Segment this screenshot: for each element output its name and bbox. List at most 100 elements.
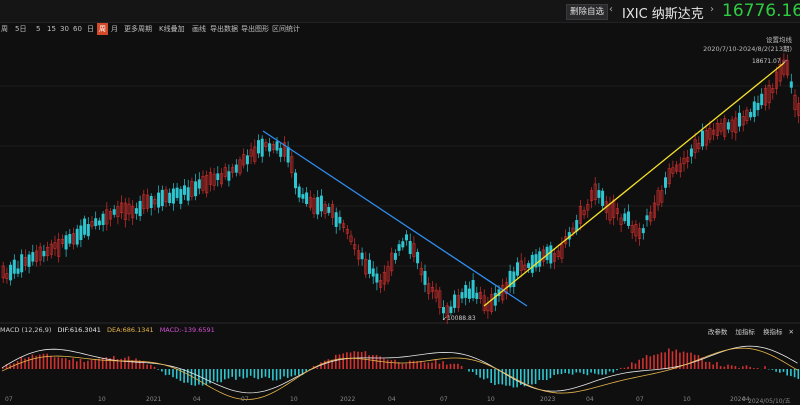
export-data-button[interactable]: 导出数据 (209, 23, 239, 35)
macd-bar (490, 369, 492, 383)
macd-bar (653, 355, 655, 369)
macd-bar (594, 369, 596, 374)
candle-body (442, 307, 444, 313)
candle-body (550, 246, 552, 263)
x-axis-label: 2021 (146, 396, 161, 403)
range-stats-button[interactable]: 区间统计 (271, 23, 301, 35)
candle-body (405, 235, 407, 240)
candle-body (472, 280, 474, 298)
macd-bar (391, 360, 393, 369)
candle-body (468, 289, 470, 299)
candle-body (69, 234, 71, 243)
macd-bar (428, 363, 430, 369)
toolbar-item[interactable]: 5 (35, 23, 41, 35)
prev-arrow-icon[interactable]: ‹ (609, 4, 613, 15)
macd-bar (368, 355, 370, 369)
macd-bar (24, 359, 26, 369)
macd-bar (609, 369, 611, 371)
macd-bar (317, 367, 319, 369)
candle-body (276, 142, 278, 151)
macd-bar (764, 366, 766, 369)
macd-bar (365, 351, 367, 369)
macd-bar (183, 369, 185, 383)
macd-bar (583, 369, 585, 374)
macd-bar (483, 369, 485, 379)
macd-bar (442, 361, 444, 369)
close-icon[interactable]: ✕ (789, 328, 794, 336)
change-params-button[interactable]: 改参数 (708, 328, 728, 336)
macd-bar (135, 358, 137, 369)
downtrend-line (263, 131, 527, 306)
add-indicator-button[interactable]: 加指标 (735, 328, 755, 336)
macd-bar (631, 362, 633, 369)
toolbar-item[interactable]: 日 (86, 23, 95, 35)
macd-bar (664, 352, 666, 369)
macd-bar (409, 361, 411, 369)
macd-bar (616, 369, 618, 370)
macd-bar (627, 367, 629, 369)
macd-bar (587, 369, 589, 375)
candle-body (409, 241, 411, 253)
dif-line (2, 346, 798, 393)
macd-bar (394, 360, 396, 369)
macd-bar (154, 367, 156, 369)
macd-bar (280, 369, 282, 379)
macd-bar (498, 369, 500, 384)
toolbar-item[interactable]: 30 (59, 23, 70, 35)
x-axis-label: 10 (683, 396, 691, 403)
macd-bar (220, 369, 222, 382)
candle-body (187, 188, 189, 201)
candle-body (176, 188, 178, 198)
macd-bar (638, 360, 640, 369)
candle-body (790, 82, 792, 88)
candle-body (95, 219, 97, 226)
macd-bar (535, 369, 537, 384)
macd-bar (420, 361, 422, 369)
candle-body (294, 173, 296, 188)
macd-bar (43, 354, 45, 369)
macd-bar (335, 355, 337, 369)
macd-bar (287, 369, 289, 378)
candle-body (87, 224, 89, 236)
macd-bar (405, 364, 407, 369)
macd-bar (91, 360, 93, 369)
macd-bar (206, 369, 208, 385)
candle-body (402, 242, 404, 247)
macd-bar (479, 369, 481, 378)
toolbar-item-active[interactable]: 周 (97, 23, 108, 35)
toolbar-item[interactable]: 5日 (14, 23, 27, 35)
kline-overlay-menu[interactable]: K线叠加 (158, 23, 186, 35)
more-periods-menu[interactable]: 更多周期 (123, 23, 153, 35)
macd-bar (161, 369, 163, 372)
macd-bar (246, 369, 248, 378)
macd-bar (32, 354, 34, 369)
toolbar-item[interactable]: 15 (46, 23, 57, 35)
x-axis-label: 10 (98, 396, 106, 403)
toolbar-item[interactable]: 周 (0, 23, 9, 35)
candle-body (198, 180, 200, 188)
macd-bar (661, 352, 663, 369)
macd-bar (646, 355, 648, 369)
draw-line-button[interactable]: 画线 (191, 23, 207, 35)
macd-bar (72, 358, 74, 369)
candle-body (161, 190, 163, 206)
macd-bar (102, 358, 104, 369)
candle-body (361, 253, 363, 259)
candle-body (372, 269, 374, 276)
remove-favorite-button[interactable]: 删除自选 (566, 4, 608, 20)
macd-bar (494, 369, 496, 385)
toolbar-item[interactable]: 月 (110, 23, 119, 35)
macd-bar (87, 361, 89, 369)
next-arrow-icon[interactable]: › (710, 4, 714, 15)
macd-bar (80, 359, 82, 369)
candle-body (183, 186, 185, 195)
candle-body (320, 196, 322, 211)
macd-bar (113, 356, 115, 369)
macd-bar (128, 356, 130, 369)
macd-bar (431, 363, 433, 369)
toolbar-item[interactable]: 60 (72, 23, 83, 35)
switch-indicator-button[interactable]: 换指标 (763, 328, 783, 336)
export-chart-button[interactable]: 导出图形 (240, 23, 270, 35)
candlestick-chart[interactable]: 18671.07 ↙↙10088.83 (0, 36, 800, 404)
candle-body (646, 216, 648, 220)
